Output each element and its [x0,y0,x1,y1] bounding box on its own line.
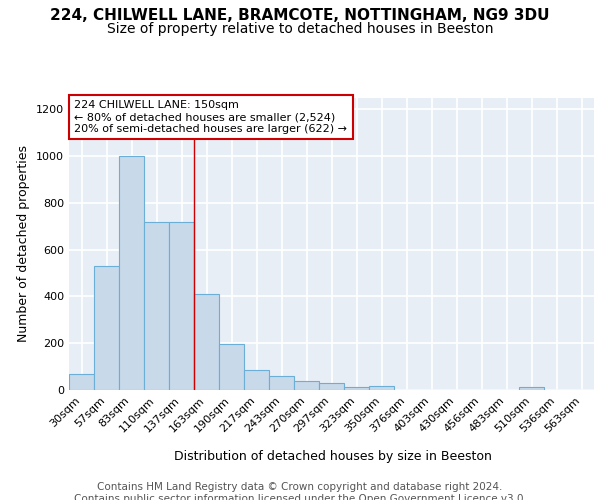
Bar [519,387,544,390]
Bar [244,370,269,390]
Text: Size of property relative to detached houses in Beeston: Size of property relative to detached ho… [107,22,493,36]
Bar [269,376,294,390]
Bar [194,294,219,390]
Bar [69,374,94,390]
Bar [119,156,144,390]
Y-axis label: Number of detached properties: Number of detached properties [17,145,31,342]
Bar [319,383,344,390]
Bar [94,266,119,390]
Text: Contains HM Land Registry data © Crown copyright and database right 2024.
Contai: Contains HM Land Registry data © Crown c… [74,482,526,500]
Bar [169,222,194,390]
Bar [144,222,169,390]
Bar [219,344,244,390]
Bar [369,386,394,390]
Text: 224 CHILWELL LANE: 150sqm
← 80% of detached houses are smaller (2,524)
20% of se: 224 CHILWELL LANE: 150sqm ← 80% of detac… [74,100,347,134]
Text: Distribution of detached houses by size in Beeston: Distribution of detached houses by size … [174,450,492,463]
Bar [294,380,319,390]
Bar [344,386,369,390]
Text: 224, CHILWELL LANE, BRAMCOTE, NOTTINGHAM, NG9 3DU: 224, CHILWELL LANE, BRAMCOTE, NOTTINGHAM… [50,8,550,22]
